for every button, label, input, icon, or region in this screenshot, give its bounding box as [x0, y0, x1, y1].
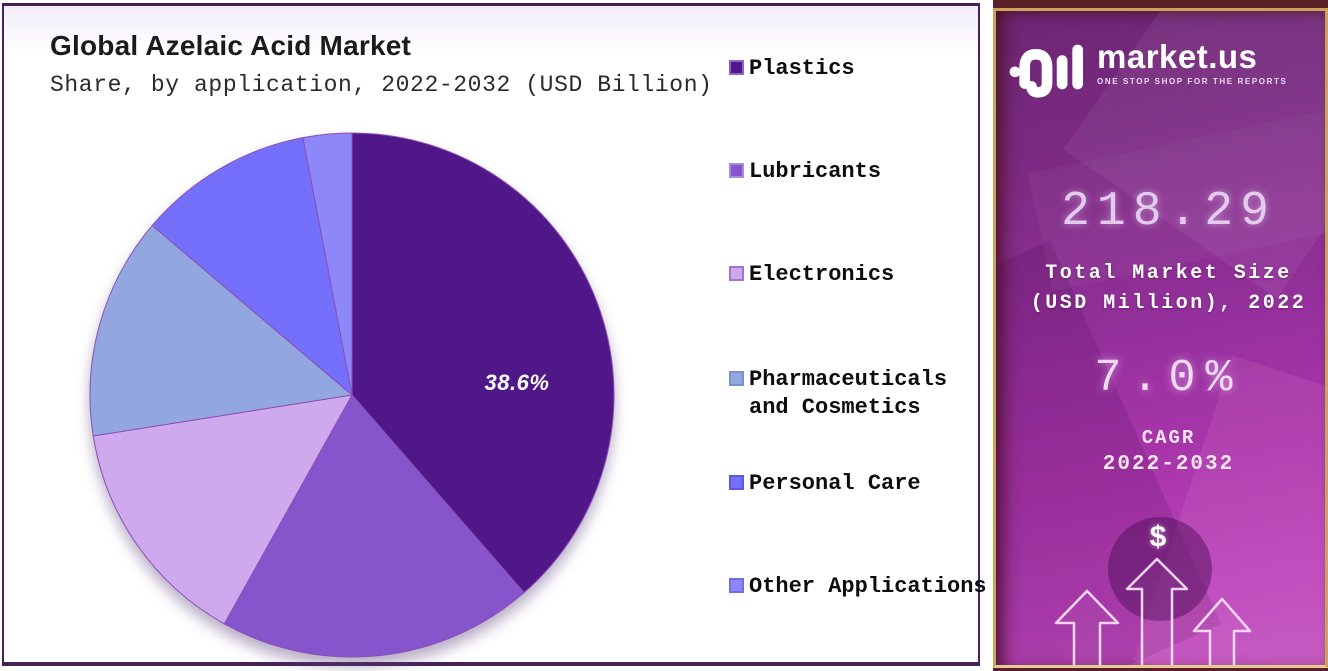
pie-slice-plastics [351, 132, 615, 594]
dollar-icon: $ [1148, 522, 1168, 556]
legend-label: Plastics [749, 56, 855, 81]
market-size-label-line2: (USD Million), 2022 [1030, 292, 1307, 315]
sidebar-frame: market.us ONE STOP SHOP FOR THE REPORTS … [993, 8, 1328, 668]
legend-swatch-icon [729, 163, 744, 178]
cagr-value: 7.0% [1094, 353, 1243, 404]
legend-item-lubricants: Lubricants [729, 158, 989, 186]
legend-item-electronics: Electronics [729, 261, 989, 289]
legend-item-other-applications: Other Applications [729, 573, 989, 601]
chart-subtitle: Share, by application, 2022-2032 (USD Bi… [50, 72, 713, 98]
pie-slice-lubricants [223, 394, 525, 658]
legend-label: Pharmaceuticals and Cosmetics [749, 367, 948, 420]
chart-title: Global Azelaic Acid Market [50, 30, 412, 61]
dollar-circle-background [1108, 517, 1212, 621]
brand-text: market.us ONE STOP SHOP FOR THE REPORTS [1097, 40, 1287, 86]
pie-slice-pharmaceuticals-and-cosmetics [89, 224, 354, 437]
legend-label: Personal Care [749, 471, 921, 496]
legend-label: Electronics [749, 262, 895, 287]
legend-item-plastics: Plastics [729, 55, 989, 83]
legend-label: Lubricants [749, 159, 882, 184]
chart-panel: Global Azelaic Acid Market Share, by app… [2, 3, 987, 666]
market-size-label-line1: Total Market Size [1045, 262, 1292, 285]
market-size-value: 218.29 [1061, 185, 1276, 239]
pie-chart [89, 132, 615, 658]
legend-swatch-icon [729, 578, 744, 593]
pie-slice-other-applications [302, 132, 353, 396]
legend-swatch-icon [729, 371, 744, 386]
pie-slice-data-label: 38.6% [484, 370, 550, 395]
legend-item-personal-care: Personal Care [729, 470, 989, 498]
market-size-label: Total Market Size (USD Million), 2022 [1012, 259, 1325, 319]
legend-swatch-icon [729, 475, 744, 490]
cagr-label: CAGR [1141, 427, 1196, 449]
growth-arrows-icon [1054, 557, 1252, 665]
pie-slice-electronics [92, 394, 353, 625]
legend-item-pharmaceuticals-and-cosmetics: Pharmaceuticals and Cosmetics [729, 366, 989, 422]
cagr-years: 2022-2032 [1102, 453, 1235, 476]
legend-swatch-icon [729, 266, 744, 281]
brand-tagline: ONE STOP SHOP FOR THE REPORTS [1097, 77, 1288, 86]
brand-logo: market.us ONE STOP SHOP FOR THE REPORTS [1008, 31, 1287, 101]
legend-label: Other Applications [749, 574, 987, 599]
brand-name: market.us [1097, 38, 1258, 75]
pie-slice-personal-care [151, 137, 353, 397]
market-us-logo-icon [1009, 44, 1084, 98]
brand-sidebar: market.us ONE STOP SHOP FOR THE REPORTS … [993, 0, 1328, 671]
legend-swatch-icon [729, 60, 744, 75]
